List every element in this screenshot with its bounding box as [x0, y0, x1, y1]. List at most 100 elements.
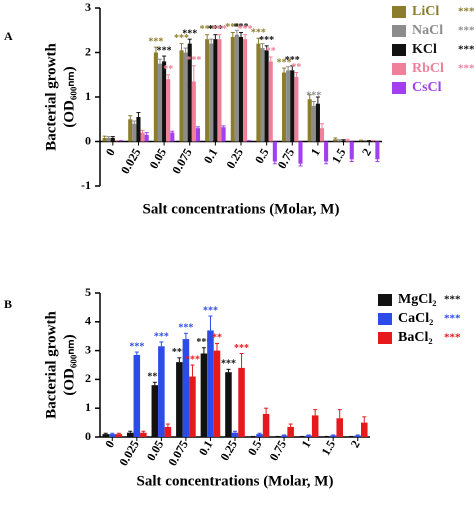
legend-label: NaCl — [412, 23, 443, 38]
legend-swatch — [392, 63, 406, 75]
significance: *** — [154, 331, 169, 342]
bar — [256, 43, 261, 142]
bar — [282, 72, 287, 142]
legend-label: BaCl₂ — [398, 330, 433, 345]
legend-swatch — [392, 25, 406, 37]
significance: *** — [238, 24, 253, 35]
bar — [345, 140, 350, 142]
bar — [213, 350, 221, 437]
significance: *** — [196, 337, 211, 348]
bar — [286, 70, 291, 142]
bar — [272, 141, 277, 162]
x-tick-label: 0.025 — [116, 438, 142, 468]
bar — [102, 434, 109, 437]
y-tick-label: -1 — [81, 178, 91, 192]
significance: *** — [277, 57, 292, 68]
bar — [238, 367, 245, 437]
legend-label: LiCl — [412, 4, 439, 19]
bar — [158, 346, 165, 437]
significance: *** — [212, 24, 227, 35]
significance: *** — [129, 341, 144, 352]
significance: *** — [185, 354, 200, 365]
bar — [238, 36, 244, 142]
legend-label: MgCl₂ — [398, 292, 436, 307]
x-tick-label: 0.25 — [223, 146, 246, 171]
significance: *** — [148, 36, 163, 47]
x-tick-label: 0.5 — [252, 146, 272, 166]
bar — [127, 432, 134, 437]
bar — [221, 127, 226, 142]
significance: *** — [285, 55, 300, 66]
significance: *** — [174, 33, 189, 44]
bar — [294, 76, 299, 142]
bar — [336, 418, 343, 437]
bar — [324, 141, 329, 162]
y-tick-label: 1 — [85, 400, 91, 414]
bar — [225, 372, 232, 437]
x-axis-title: Salt concentrations (Molar, M) — [143, 201, 340, 217]
significance: *** — [251, 28, 266, 39]
bar — [375, 141, 380, 160]
bar — [315, 103, 320, 142]
bar — [136, 117, 141, 142]
bar — [102, 137, 107, 142]
bar — [189, 376, 196, 437]
x-tick-label: 0.075 — [169, 146, 195, 176]
significance: ** — [266, 46, 276, 57]
bar — [179, 50, 184, 142]
bar — [287, 426, 294, 437]
x-tick-label: 0.1 — [196, 438, 216, 458]
bar — [183, 52, 188, 142]
y-axis-title: Bacterial growth — [43, 311, 59, 419]
significance: *** — [157, 45, 172, 56]
significance: *** — [306, 91, 321, 102]
significance: *** — [234, 343, 249, 354]
y-tick-label: 3 — [85, 0, 91, 14]
panel-label: B — [4, 297, 12, 311]
bar — [140, 132, 145, 142]
y-tick-label: 0 — [85, 133, 91, 147]
bar — [157, 63, 163, 142]
bar — [307, 99, 312, 142]
significance: *** — [178, 323, 193, 334]
bar — [205, 39, 210, 142]
bar — [106, 137, 111, 142]
bar — [132, 123, 137, 142]
legend-swatch — [392, 82, 406, 94]
legend-swatch — [378, 294, 392, 306]
legend-significance: *** — [458, 25, 474, 37]
bar — [280, 435, 288, 437]
bar — [170, 132, 175, 142]
legend-swatch — [392, 6, 406, 18]
x-tick-label: 0 — [103, 146, 118, 158]
bar — [115, 434, 123, 437]
bar — [200, 353, 208, 437]
bar — [311, 415, 319, 437]
bar — [217, 39, 222, 142]
bar — [361, 422, 368, 437]
legend-significance: *** — [444, 313, 461, 325]
bar — [264, 50, 269, 142]
panel-label: A — [4, 29, 13, 43]
legend-significance: *** — [458, 63, 474, 75]
x-tick-label: 2 — [348, 438, 363, 450]
legend-label: KCl — [412, 42, 437, 57]
x-tick-label: 0.75 — [275, 146, 298, 171]
significance: *** — [147, 372, 162, 383]
bar — [230, 36, 235, 142]
bar — [182, 339, 190, 437]
bar — [207, 330, 214, 437]
bar — [209, 43, 214, 142]
bar — [176, 362, 183, 437]
bar — [333, 139, 338, 142]
significance: *** — [225, 22, 240, 33]
bar — [133, 354, 141, 437]
bar — [191, 81, 196, 142]
significance: *** — [203, 305, 218, 316]
bar — [187, 43, 192, 142]
significance: *** — [182, 28, 197, 39]
bar — [268, 61, 273, 142]
bar — [140, 432, 147, 437]
bar — [128, 119, 133, 142]
